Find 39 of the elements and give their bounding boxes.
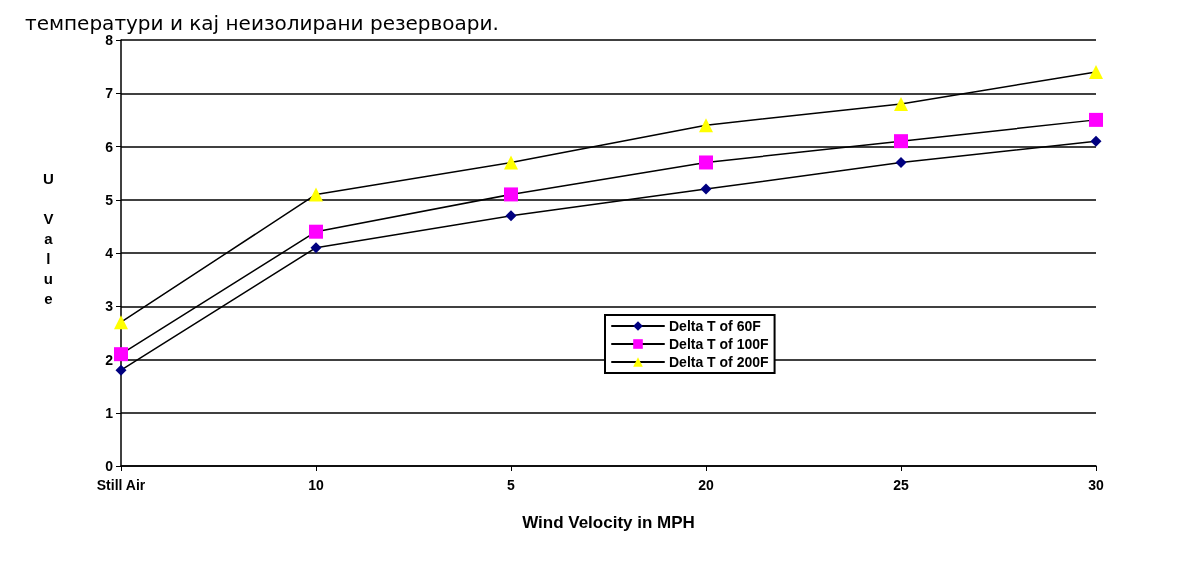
x-tick-label: Still Air xyxy=(96,477,146,493)
point xyxy=(114,315,128,330)
legend-label: Delta T of 60F xyxy=(669,318,762,334)
y-tick-label: 5 xyxy=(105,191,114,208)
legend-label: Delta T of 100F xyxy=(669,336,770,352)
point xyxy=(1089,112,1103,127)
point xyxy=(700,183,712,195)
point xyxy=(1089,64,1103,79)
y-tick-label: 2 xyxy=(105,351,114,368)
point xyxy=(505,210,517,222)
y-tick-label: 1 xyxy=(105,404,114,421)
legend-label: Delta T of 200F xyxy=(669,354,770,370)
y-tick-label: 0 xyxy=(105,458,114,474)
point xyxy=(699,155,713,170)
point xyxy=(310,242,322,254)
x-tick-label: 20 xyxy=(698,477,714,493)
point xyxy=(504,155,518,170)
y-tick-label: 6 xyxy=(105,138,114,155)
point xyxy=(309,224,323,239)
y-tick-label: 3 xyxy=(105,298,114,315)
text: температури и кај неизолирани резервоари. xyxy=(25,11,499,35)
point xyxy=(894,134,908,149)
point xyxy=(309,187,323,202)
point xyxy=(114,347,128,362)
y-tick-label: 8 xyxy=(105,32,114,48)
point xyxy=(115,364,127,376)
x-axis-title: Wind Velocity in MPH xyxy=(522,513,695,532)
point xyxy=(699,118,713,133)
x-tick-label: 25 xyxy=(893,477,909,493)
point xyxy=(895,156,907,168)
y-tick-label: 4 xyxy=(105,245,114,261)
point xyxy=(504,187,518,202)
x-tick-label: 5 xyxy=(507,477,516,493)
point xyxy=(1090,135,1102,147)
x-tick-label: 10 xyxy=(308,477,324,493)
text: U Value xyxy=(42,169,54,307)
point xyxy=(894,96,908,111)
x-tick-label: 30 xyxy=(1088,477,1104,493)
y-tick-label: 7 xyxy=(105,85,114,102)
